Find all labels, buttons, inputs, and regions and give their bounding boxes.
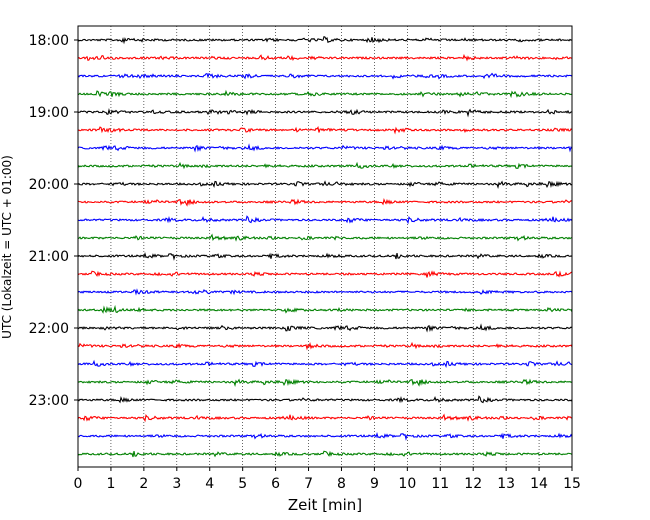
x-tick-label: 15 — [563, 476, 581, 492]
trace-2330 — [77, 431, 573, 441]
x-tick-label: 7 — [304, 476, 313, 492]
x-tick-label: 10 — [398, 476, 416, 492]
trace-2045 — [77, 233, 573, 242]
trace-2200 — [77, 323, 573, 333]
seismogram-traces — [77, 36, 573, 458]
x-tick-label: 5 — [238, 476, 247, 492]
x-tick-label: 6 — [271, 476, 280, 492]
trace-2230 — [77, 359, 573, 369]
y-tick-label: 21:00 — [29, 249, 69, 265]
x-tick-label: 12 — [464, 476, 482, 492]
x-tick-label: 1 — [106, 476, 115, 492]
x-axis: 0 1 2 3 4 5 6 7 8 9 10 11 12 13 14 15 — [74, 467, 581, 492]
x-tick-label: 14 — [530, 476, 548, 492]
y-axis-label: UTC (Lokalzeit = UTC + 01:00) — [0, 155, 14, 339]
trace-1945 — [77, 161, 573, 170]
x-tick-label: 13 — [497, 476, 515, 492]
trace-2015 — [77, 198, 573, 207]
trace-1815 — [77, 53, 573, 62]
trace-2245 — [77, 378, 573, 388]
x-tick-label: 4 — [205, 476, 214, 492]
x-tick-label: 3 — [172, 476, 181, 492]
y-tick-label: 23:00 — [29, 393, 69, 409]
y-tick-label: 18:00 — [29, 33, 69, 49]
y-tick-label: 22:00 — [29, 321, 69, 337]
trace-2345 — [77, 450, 573, 458]
trace-1830 — [77, 72, 573, 80]
y-tick-label: 19:00 — [29, 105, 69, 121]
trace-2215 — [77, 341, 573, 351]
y-axis: 18:00 19:00 20:00 21:00 22:00 23:00 — [29, 33, 78, 409]
trace-2030 — [77, 215, 573, 225]
trace-2000 — [77, 180, 573, 190]
x-tick-label: 2 — [139, 476, 148, 492]
trace-1800 — [77, 36, 573, 45]
x-tick-label: 8 — [337, 476, 346, 492]
x-tick-label: 11 — [431, 476, 449, 492]
trace-2115 — [77, 270, 573, 278]
trace-1930 — [77, 143, 573, 153]
trace-2300 — [77, 395, 573, 404]
x-axis-label: Zeit [min] — [288, 496, 362, 514]
trace-2100 — [77, 251, 573, 261]
trace-1915 — [77, 125, 573, 135]
trace-2130 — [77, 288, 573, 296]
trace-2315 — [77, 413, 573, 423]
trace-1845 — [77, 89, 573, 99]
x-tick-label: 9 — [370, 476, 379, 492]
trace-1900 — [77, 107, 573, 118]
x-tick-label: 0 — [74, 476, 83, 492]
y-tick-label: 20:00 — [29, 177, 69, 193]
plot-frame — [77, 25, 573, 468]
trace-2145 — [77, 304, 573, 314]
